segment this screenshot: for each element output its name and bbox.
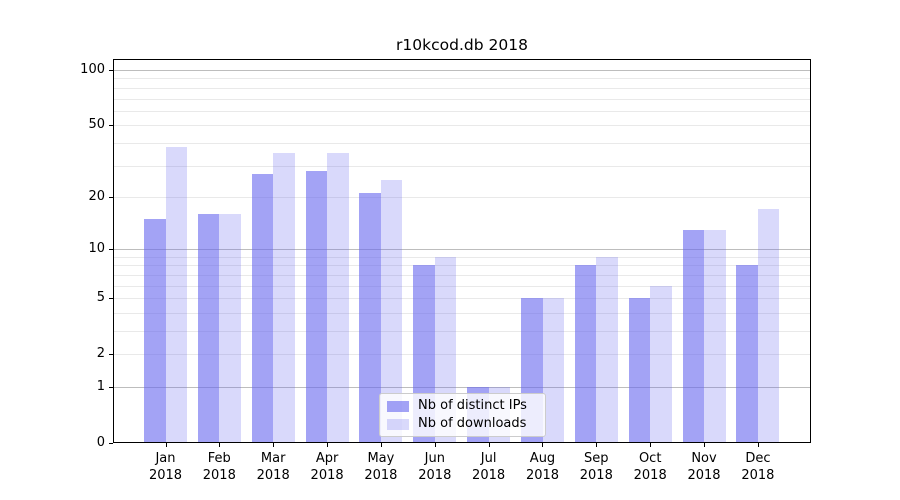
x-tick-label-sep: Sep 2018 — [579, 451, 613, 483]
y-gridline-minor-4 — [114, 312, 810, 314]
x-tick-label-mar: Mar 2018 — [256, 451, 290, 483]
legend-item-distinct-ips: Nb of distinct IPs — [387, 399, 538, 413]
legend-label-distinct-ips: Nb of distinct IPs — [418, 398, 527, 413]
y-gridline-minor-90 — [114, 78, 810, 80]
legend-item-downloads: Nb of downloads — [387, 417, 538, 431]
bar-nb-of-distinct-ips-mar-2018 — [251, 173, 274, 443]
y-tick-mark-100 — [109, 70, 113, 71]
y-gridline-minor-2 — [114, 354, 810, 356]
y-tick-mark-20 — [109, 197, 113, 198]
bar-nb-of-downloads-dec-2018 — [757, 209, 780, 443]
x-tick-mark-jul — [489, 443, 490, 447]
x-tick-label-jul: Jul 2018 — [472, 451, 506, 483]
y-tick-mark-1 — [109, 387, 113, 388]
y-gridline-minor-30 — [114, 165, 810, 167]
x-tick-label-jun: Jun 2018 — [418, 451, 452, 483]
x-tick-mark-sep — [596, 443, 597, 447]
legend-swatch-downloads-icon — [387, 418, 409, 430]
bar-nb-of-distinct-ips-nov-2018 — [682, 229, 704, 443]
y-gridline-major-1 — [114, 387, 810, 388]
y-gridline-minor-8 — [114, 265, 810, 267]
bar-nb-of-downloads-feb-2018 — [219, 214, 241, 443]
bar-nb-of-distinct-ips-jan-2018 — [144, 218, 166, 443]
x-tick-mark-nov — [704, 443, 705, 447]
x-tick-label-jan: Jan 2018 — [148, 451, 183, 483]
x-tick-label-may: May 2018 — [364, 451, 398, 483]
x-tick-label-aug: Aug 2018 — [525, 451, 560, 483]
y-tick-label-50: 50 — [88, 117, 105, 133]
x-tick-label-oct: Oct 2018 — [633, 451, 667, 483]
x-tick-mark-oct — [650, 443, 651, 447]
legend-swatch-distinct-ips-icon — [387, 400, 409, 412]
y-tick-mark-5 — [109, 298, 113, 299]
x-tick-mark-jun — [435, 443, 436, 447]
y-tick-label-0: 0 — [96, 435, 105, 450]
y-tick-mark-0 — [109, 443, 113, 444]
y-tick-mark-2 — [109, 354, 113, 355]
x-tick-label-apr: Apr 2018 — [310, 451, 344, 483]
y-gridline-minor-80 — [114, 87, 810, 89]
bar-nb-of-distinct-ips-may-2018 — [359, 193, 381, 443]
y-gridline-minor-6 — [114, 285, 810, 287]
bar-nb-of-downloads-may-2018 — [380, 179, 403, 443]
y-tick-label-20: 20 — [88, 188, 105, 204]
bar-nb-of-downloads-jan-2018 — [165, 146, 187, 443]
y-tick-mark-50 — [109, 125, 113, 126]
y-gridline-minor-50 — [114, 125, 810, 127]
y-gridline-minor-5 — [114, 298, 810, 300]
bar-nb-of-downloads-mar-2018 — [273, 153, 295, 443]
y-gridline-minor-40 — [114, 142, 810, 144]
bar-nb-of-distinct-ips-oct-2018 — [628, 298, 651, 443]
bar-nb-of-downloads-nov-2018 — [704, 229, 726, 443]
y-gridline-major-100 — [114, 70, 810, 71]
x-tick-label-dec: Dec 2018 — [741, 451, 775, 483]
y-tick-mark-10 — [109, 249, 113, 250]
bar-nb-of-distinct-ips-dec-2018 — [736, 265, 758, 443]
x-tick-mark-may — [381, 443, 382, 447]
bar-nb-of-downloads-oct-2018 — [650, 285, 672, 443]
y-tick-label-100: 100 — [80, 62, 105, 77]
x-tick-mark-apr — [327, 443, 328, 447]
x-tick-label-nov: Nov 2018 — [687, 451, 721, 483]
y-gridline-minor-70 — [114, 98, 810, 100]
y-gridline-minor-7 — [114, 274, 810, 276]
bar-nb-of-distinct-ips-feb-2018 — [197, 214, 220, 443]
y-gridline-minor-3 — [114, 331, 810, 332]
legend-label-downloads: Nb of downloads — [418, 416, 527, 431]
x-tick-mark-mar — [273, 443, 274, 447]
x-tick-label-feb: Feb 2018 — [202, 451, 236, 483]
legend: Nb of distinct IPs Nb of downloads — [379, 393, 546, 437]
y-gridline-major-10 — [114, 249, 810, 251]
chart-title: r10kcod.db 2018 — [396, 36, 528, 54]
axes-frame — [113, 59, 811, 443]
y-gridline-minor-20 — [114, 196, 810, 198]
y-gridline-minor-60 — [114, 110, 810, 112]
x-tick-mark-dec — [758, 443, 759, 447]
bar-nb-of-downloads-apr-2018 — [327, 153, 349, 443]
y-tick-label-5: 5 — [96, 290, 105, 306]
bar-nb-of-downloads-aug-2018 — [542, 298, 564, 443]
y-tick-label-1: 1 — [96, 379, 105, 394]
bar-nb-of-downloads-sep-2018 — [596, 256, 618, 443]
bar-nb-of-distinct-ips-apr-2018 — [305, 170, 328, 443]
x-tick-mark-aug — [542, 443, 543, 447]
y-tick-label-10: 10 — [88, 241, 105, 257]
bar-nb-of-distinct-ips-sep-2018 — [574, 265, 597, 443]
y-tick-label-2: 2 — [96, 346, 105, 362]
x-tick-mark-jan — [166, 443, 167, 447]
x-tick-mark-feb — [219, 443, 220, 447]
y-gridline-minor-9 — [114, 256, 810, 258]
